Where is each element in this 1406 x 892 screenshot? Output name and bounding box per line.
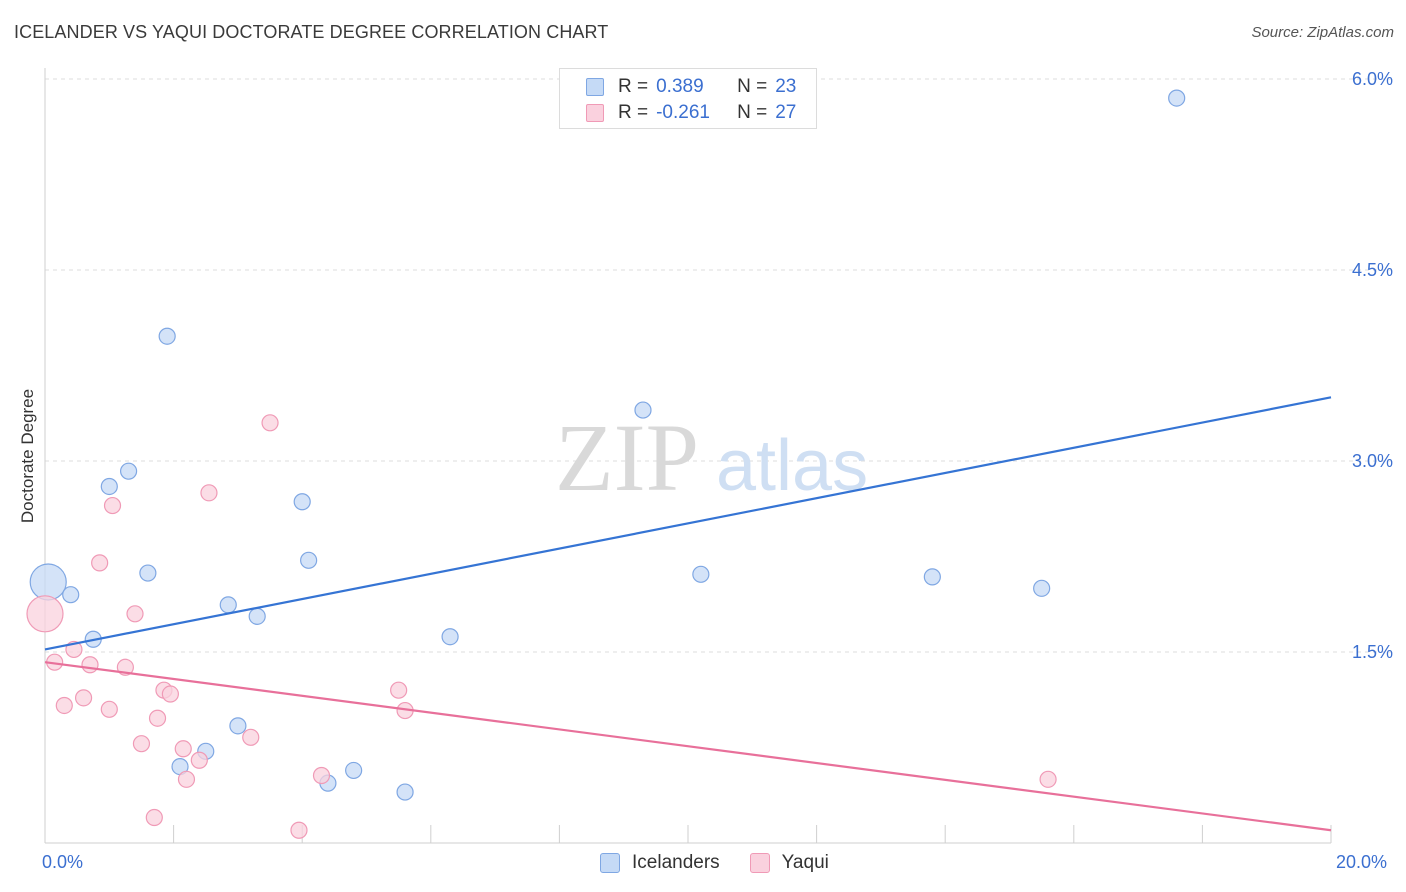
yaqui-point-19 [200, 484, 218, 502]
n-key: N = [737, 102, 768, 123]
icelanders-point-16 [396, 783, 414, 801]
icelanders-legend-label: Icelanders [632, 852, 720, 873]
n-value: 27 [775, 102, 797, 123]
icelanders-point-10 [229, 717, 247, 735]
axes [44, 68, 1332, 844]
yaqui-point-4 [74, 689, 93, 707]
chart-title: ICELANDER VS YAQUI DOCTORATE DEGREE CORR… [14, 22, 609, 42]
yaqui-point-15 [161, 685, 179, 703]
yaqui-point-21 [261, 414, 279, 432]
yaqui-point-13 [148, 709, 167, 727]
r-key: R = [618, 76, 649, 97]
yaqui-point-12 [145, 808, 163, 827]
icelanders-point-1 [62, 586, 80, 604]
yaqui-point-17 [177, 770, 196, 788]
yaqui-point-5 [81, 656, 99, 674]
r-value: -0.261 [656, 102, 710, 123]
icelanders-point-20 [923, 568, 941, 586]
icelanders-point-18 [634, 401, 652, 419]
source-label: Source: ZipAtlas.com [1251, 24, 1394, 41]
icelanders-point-15 [345, 761, 363, 780]
yaqui-point-2 [55, 696, 73, 715]
icelanders-trend-line [44, 396, 1332, 651]
y-tick-labels: 1.5% 3.0% 4.5% 6.0% [1352, 69, 1393, 662]
watermark-atlas: atlas [716, 426, 868, 506]
icelanders-point-21 [1033, 579, 1051, 597]
n-key: N = [737, 76, 768, 97]
yaqui-point-11 [132, 735, 151, 753]
yaqui-trend-line [44, 661, 1332, 832]
icelanders-point-4 [119, 462, 138, 480]
y-tick-label-1: 3.0% [1352, 451, 1393, 471]
yaqui-legend-swatch [749, 853, 770, 873]
x-tick-label-max: 20.0% [1336, 852, 1388, 872]
legend-row-yaqui: R = -0.261 N = 27 [586, 101, 796, 125]
icelanders-point-0 [29, 563, 67, 601]
data-points [26, 89, 1186, 839]
icelanders-point-17 [441, 628, 459, 646]
series-legend: Icelanders Yaqui [600, 852, 859, 874]
watermark: ZIP atlas [555, 404, 868, 511]
grid-lines [45, 78, 1392, 653]
y-tick-label-2: 4.5% [1352, 260, 1393, 280]
yaqui-point-18 [190, 751, 208, 769]
icelanders-point-12 [293, 493, 311, 511]
y-tick-label-3: 6.0% [1352, 69, 1393, 89]
icelanders-point-22 [1168, 89, 1186, 107]
icelanders-swatch [586, 78, 604, 96]
icelanders-point-6 [158, 327, 176, 345]
r-value: 0.389 [656, 76, 704, 97]
yaqui-point-26 [1039, 770, 1057, 788]
y-tick-label-0: 1.5% [1352, 642, 1393, 662]
r-key: R = [618, 102, 649, 123]
trend-lines [44, 396, 1332, 832]
watermark-zip: ZIP [555, 404, 699, 511]
yaqui-point-7 [100, 700, 118, 718]
icelanders-point-5 [139, 564, 157, 582]
yaqui-point-6 [91, 554, 109, 572]
yaqui-point-23 [312, 766, 331, 785]
yaqui-legend-label: Yaqui [781, 852, 829, 873]
legend-item-yaqui[interactable]: Yaqui [749, 852, 829, 874]
yaqui-point-24 [390, 681, 408, 699]
yaqui-point-16 [174, 740, 192, 758]
x-tick-label-min: 0.0% [42, 852, 84, 872]
yaqui-point-8 [103, 496, 122, 515]
yaqui-swatch [586, 104, 604, 122]
n-value: 23 [775, 76, 797, 97]
yaqui-point-0 [26, 595, 64, 633]
icelanders-point-11 [248, 607, 266, 625]
legend-row-icelanders: R = 0.389 N = 23 [586, 75, 796, 99]
yaqui-point-22 [290, 821, 308, 839]
icelanders-legend-swatch [600, 853, 620, 873]
legend-item-icelanders[interactable]: Icelanders [600, 852, 720, 874]
yaqui-point-20 [242, 728, 260, 746]
icelanders-point-9 [219, 596, 237, 614]
yaqui-point-10 [126, 605, 144, 623]
icelanders-point-13 [300, 551, 318, 569]
icelanders-point-3 [100, 477, 118, 496]
stats-legend: R = 0.389 N = 23 R = -0.261 N = 27 [559, 68, 817, 129]
icelanders-point-19 [692, 565, 710, 583]
